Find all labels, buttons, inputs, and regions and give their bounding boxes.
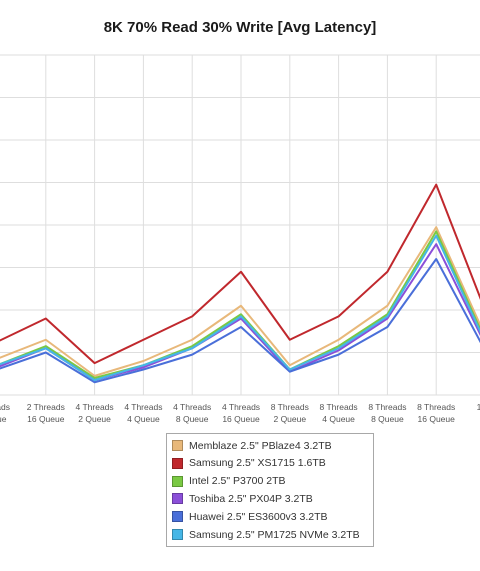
series-lines — [0, 183, 480, 384]
legend-item: Samsung 2.5" PM1725 NVMe 3.2TB — [172, 527, 360, 542]
x-tick-label: 4 Threads — [76, 402, 114, 412]
x-tick-label: 8 Queue — [371, 414, 404, 424]
legend-label: Samsung 2.5" PM1725 NVMe 3.2TB — [189, 528, 360, 541]
legend-item: Toshiba 2.5" PX04P 3.2TB — [172, 491, 313, 506]
x-tick-label: 4 Threads — [222, 402, 260, 412]
series-line-4 — [0, 258, 480, 384]
legend-item: Memblaze 2.5" PBlaze4 3.2TB — [172, 438, 332, 453]
legend: Memblaze 2.5" PBlaze4 3.2TB Samsung 2.5" … — [166, 433, 374, 547]
x-tick-label: 2 Queue — [78, 414, 111, 424]
legend-label: Toshiba 2.5" PX04P 3.2TB — [189, 492, 313, 505]
x-tick-label: 8 Threads — [417, 402, 455, 412]
x-tick-label: 4 Threads — [173, 402, 211, 412]
x-tick-label: 2 Threads — [27, 402, 65, 412]
legend-swatch — [172, 457, 183, 469]
x-tick-label: 8 Queue — [176, 414, 209, 424]
x-tick-label: ueue — [0, 414, 7, 424]
series-line-1 — [0, 183, 480, 365]
legend-swatch — [172, 475, 183, 487]
grid — [0, 54, 480, 396]
x-tick-label: 8 Threads — [271, 402, 309, 412]
legend-swatch — [172, 529, 183, 540]
x-axis-ticks: hreads ueue 2 Threads 16 Queue 4 Threads 2 Qu… — [0, 402, 480, 424]
x-tick-label: 8 Threads — [368, 402, 406, 412]
legend-item: Samsung 2.5" XS1715 1.6TB — [172, 456, 326, 471]
legend-item: Huawei 2.5" ES3600v3 3.2TB — [172, 509, 328, 524]
legend-swatch — [172, 440, 183, 451]
legend-swatch — [172, 493, 183, 505]
legend-item: Intel 2.5" P3700 2TB — [172, 474, 286, 489]
x-tick-label: 2 Queue — [273, 414, 306, 424]
chart-title: 8K 70% Read 30% Write [Avg Latency] — [103, 19, 377, 36]
legend-swatch — [172, 511, 183, 523]
series-line-2 — [0, 230, 480, 379]
legend-label: Intel 2.5" P3700 2TB — [189, 475, 286, 488]
x-tick-label: 4 Queue — [127, 414, 160, 424]
x-tick-label: 4 Threads — [124, 402, 162, 412]
x-tick-label: 16 T — [477, 402, 480, 412]
legend-label: Memblaze 2.5" PBlaze4 3.2TB — [189, 439, 332, 452]
series-line-0 — [0, 226, 480, 377]
x-tick-label: 16 Queue — [418, 414, 456, 424]
x-tick-label: 16 Queue — [222, 414, 260, 424]
legend-label: Huawei 2.5" ES3600v3 3.2TB — [189, 510, 328, 523]
line-chart: hreads ueue 2 Threads 16 Queue 4 Threads 2 Qu… — [0, 54, 480, 424]
x-tick-label: 4 Queue — [322, 414, 355, 424]
x-tick-label: 16 Queue — [27, 414, 65, 424]
x-tick-label: hreads — [0, 402, 10, 412]
series-line-5 — [0, 234, 480, 382]
x-tick-label: 8 Threads — [320, 402, 358, 412]
legend-label: Samsung 2.5" XS1715 1.6TB — [189, 457, 326, 470]
